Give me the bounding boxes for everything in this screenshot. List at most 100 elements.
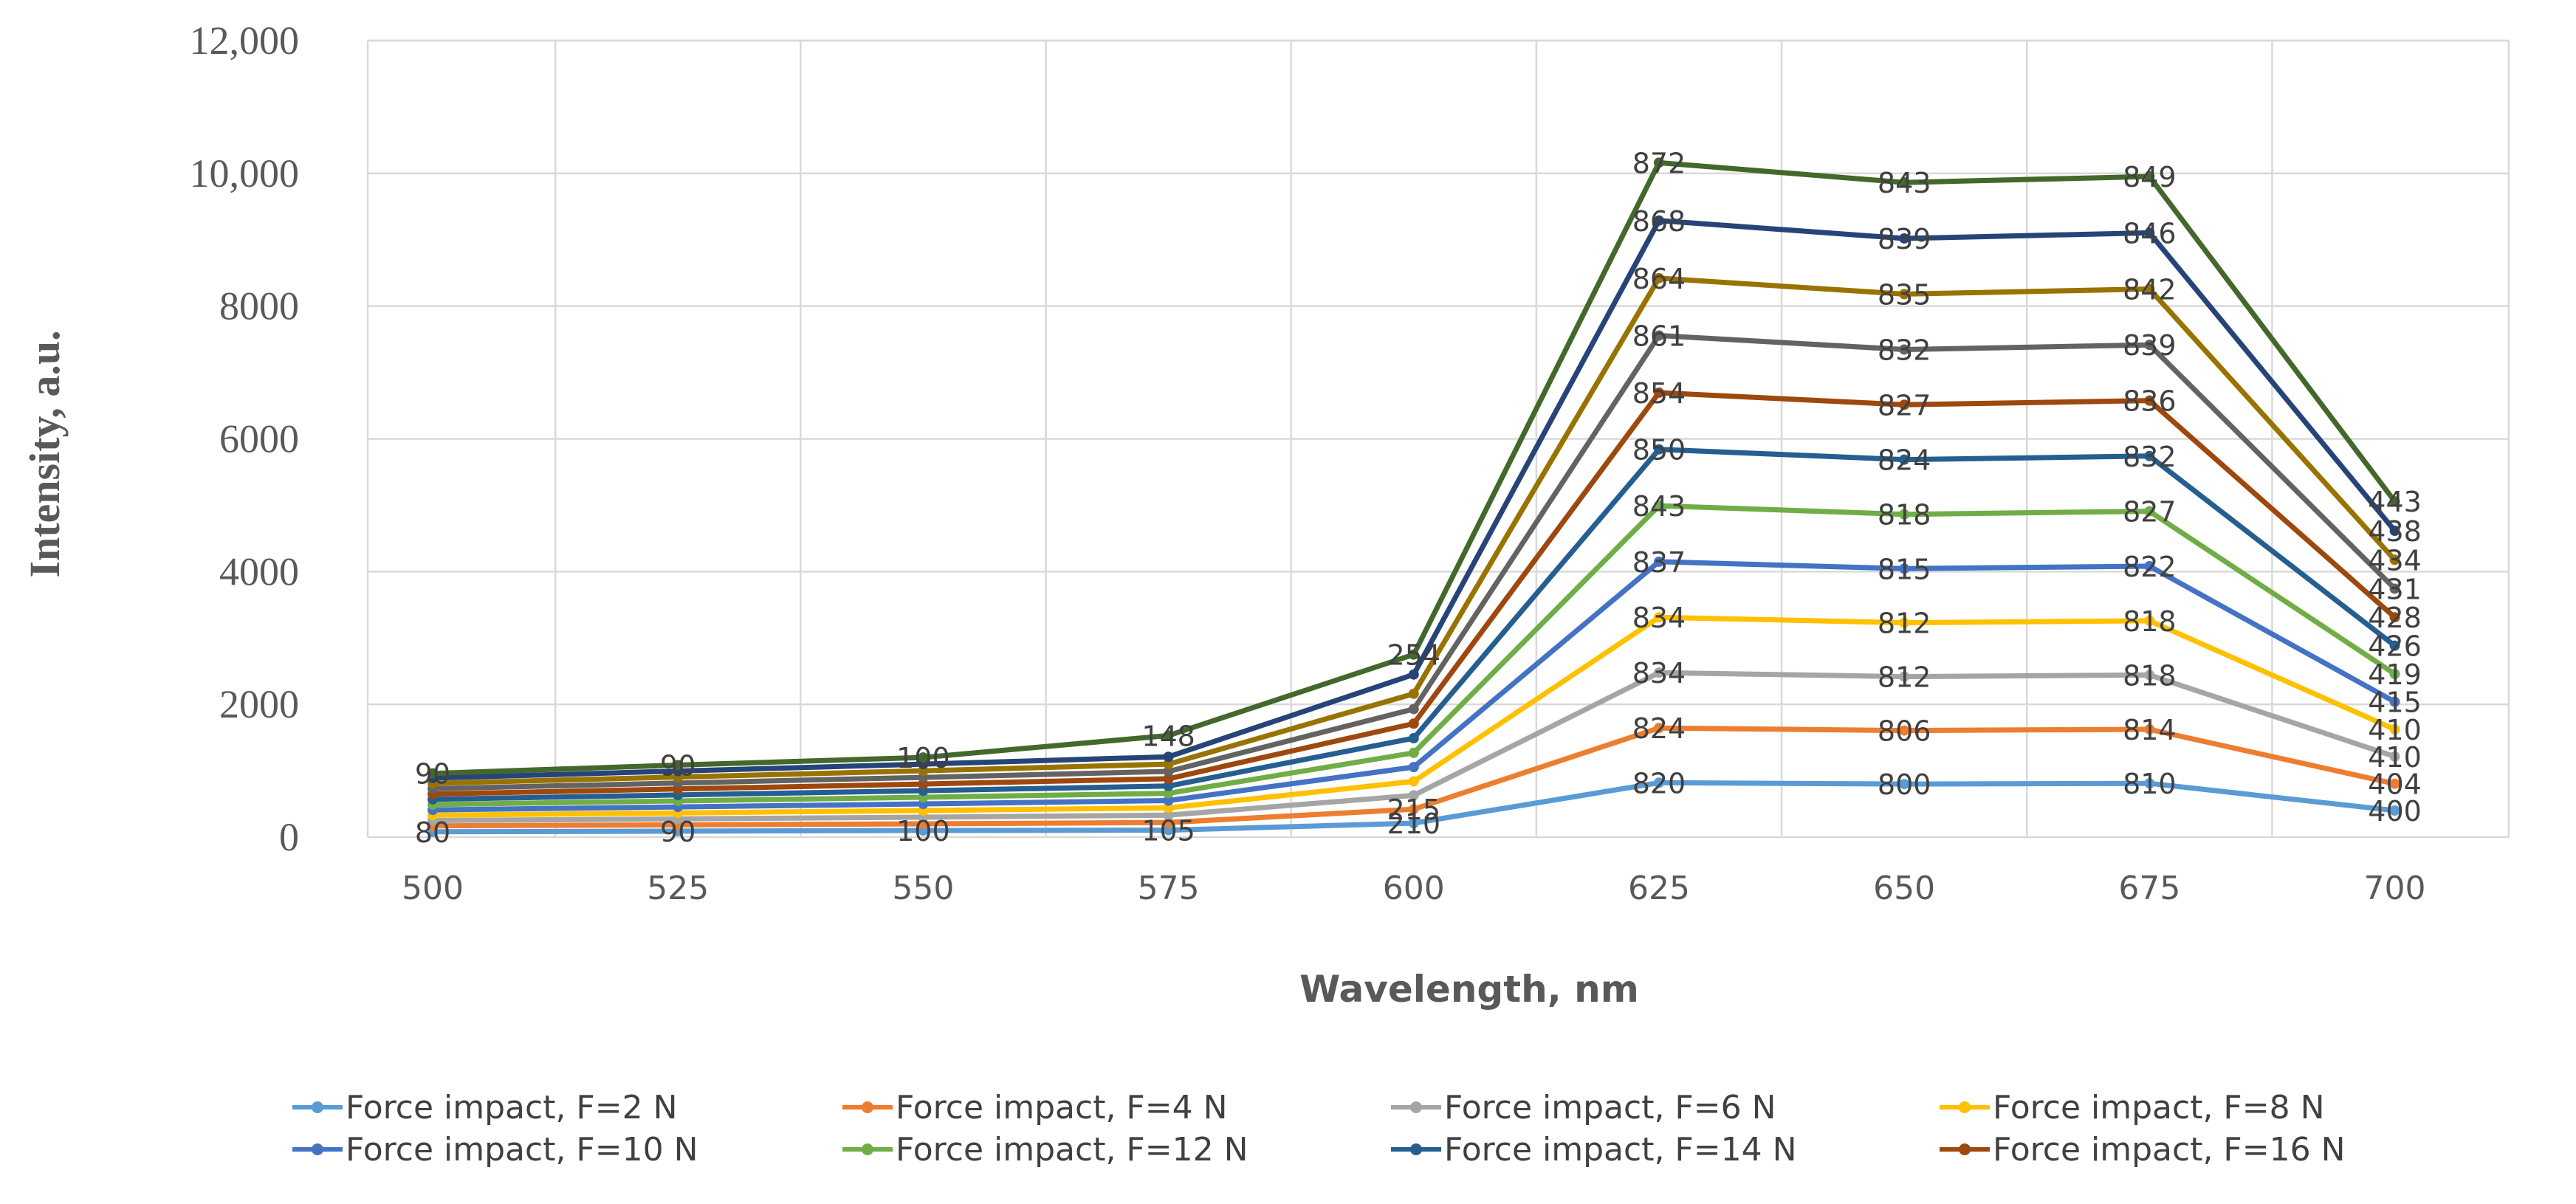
legend-marker bbox=[1410, 1143, 1422, 1155]
data-point bbox=[1163, 759, 1174, 770]
data-point bbox=[2144, 227, 2155, 238]
data-point bbox=[1653, 387, 1664, 398]
legend-entry: Force impact, F=6 N bbox=[1391, 1089, 1776, 1126]
data-label: 419 bbox=[2368, 658, 2422, 691]
data-label: 820 bbox=[1632, 767, 1686, 799]
y-axis-title: Intensity, a.u. bbox=[21, 330, 69, 577]
data-point bbox=[2144, 560, 2155, 571]
data-point bbox=[2389, 640, 2400, 651]
data-label: 400 bbox=[2368, 795, 2422, 828]
y-tick-label: 4000 bbox=[219, 549, 299, 594]
data-label: 818 bbox=[2123, 659, 2177, 692]
data-label: 815 bbox=[1878, 553, 1931, 585]
data-point bbox=[1163, 766, 1174, 777]
data-label: 100 bbox=[896, 815, 950, 847]
x-tick-label: 525 bbox=[647, 870, 709, 907]
data-label: 839 bbox=[2123, 329, 2177, 362]
data-point bbox=[1899, 177, 1910, 188]
data-point bbox=[2389, 723, 2400, 735]
y-tick-label: 6000 bbox=[219, 417, 299, 461]
x-tick-label: 575 bbox=[1138, 870, 1200, 907]
data-label: 215 bbox=[1387, 794, 1441, 826]
data-point bbox=[2144, 395, 2155, 406]
data-point bbox=[2144, 506, 2155, 517]
data-point bbox=[1653, 723, 1664, 734]
legend-marker bbox=[312, 1101, 323, 1113]
data-label: 431 bbox=[2368, 573, 2422, 605]
data-point bbox=[1163, 810, 1174, 821]
data-point bbox=[1163, 802, 1174, 813]
x-tick-label: 675 bbox=[2118, 870, 2180, 907]
data-label: 426 bbox=[2368, 630, 2422, 663]
data-point bbox=[2389, 612, 2400, 623]
data-label: 810 bbox=[2123, 768, 2177, 800]
series-1 bbox=[427, 777, 2400, 837]
data-label: 105 bbox=[1141, 815, 1195, 847]
data-label: 415 bbox=[2368, 687, 2422, 719]
data-label: 827 bbox=[1878, 389, 1931, 422]
data-label: 822 bbox=[2123, 551, 2177, 583]
data-point bbox=[673, 760, 684, 771]
data-point bbox=[1899, 779, 1910, 790]
legend-marker bbox=[1959, 1143, 1971, 1155]
legend-marker bbox=[1410, 1101, 1422, 1113]
legend-marker bbox=[862, 1143, 873, 1155]
data-point bbox=[1408, 718, 1419, 729]
legend-label: Force impact, F=2 N bbox=[346, 1089, 678, 1126]
data-point bbox=[2144, 615, 2155, 626]
data-label: 428 bbox=[2368, 602, 2422, 634]
data-point bbox=[2144, 723, 2155, 735]
data-point bbox=[1899, 233, 1910, 244]
data-point bbox=[1653, 500, 1664, 512]
data-point bbox=[1408, 776, 1419, 787]
legend-marker bbox=[312, 1143, 323, 1155]
legend-marker bbox=[862, 1101, 873, 1113]
data-point bbox=[1653, 556, 1664, 567]
data-point bbox=[1653, 330, 1664, 341]
data-label: 850 bbox=[1632, 434, 1686, 467]
data-label: 837 bbox=[1632, 546, 1686, 579]
data-point bbox=[1408, 669, 1419, 680]
data-point bbox=[2389, 805, 2400, 816]
series-5 bbox=[427, 556, 2400, 816]
x-tick-label: 600 bbox=[1383, 870, 1445, 907]
data-point bbox=[1408, 704, 1419, 715]
data-label: 835 bbox=[1878, 278, 1931, 311]
data-label: 872 bbox=[1632, 147, 1686, 179]
axes: 0 2000 4000 6000 8000 10,000 12,000 500 525 550 57… bbox=[190, 18, 2426, 907]
legend-entry: Force impact, F=4 N bbox=[842, 1089, 1228, 1126]
legend-marker bbox=[1959, 1101, 1971, 1113]
legend-entry: Force impact, F=10 N bbox=[292, 1131, 698, 1169]
data-point bbox=[1408, 733, 1419, 744]
y-tick-label: 0 bbox=[279, 815, 299, 859]
data-point bbox=[1163, 817, 1174, 828]
data-label: 254 bbox=[1387, 639, 1441, 672]
data-label: 404 bbox=[2368, 768, 2422, 801]
data-label: 843 bbox=[1878, 167, 1931, 199]
data-point bbox=[2389, 526, 2400, 537]
legend-label: Force impact, F=8 N bbox=[1993, 1089, 2325, 1126]
legend-entry: Force impact, F=16 N bbox=[1940, 1131, 2346, 1169]
data-point bbox=[2389, 496, 2400, 507]
data-point bbox=[2389, 778, 2400, 789]
data-label: 836 bbox=[2123, 385, 2177, 418]
data-label: 854 bbox=[1632, 377, 1686, 410]
data-point bbox=[1653, 667, 1664, 678]
data-point bbox=[1653, 777, 1664, 788]
data-point bbox=[1163, 788, 1174, 799]
y-tick-label: 12,000 bbox=[190, 18, 300, 63]
legend-label: Force impact, F=4 N bbox=[896, 1089, 1228, 1126]
data-point bbox=[2389, 751, 2400, 762]
data-point bbox=[1899, 671, 1910, 682]
data-label: 80 bbox=[415, 816, 450, 849]
data-label: 824 bbox=[1878, 444, 1931, 477]
legend-label: Force impact, F=16 N bbox=[1993, 1131, 2346, 1169]
data-label: 861 bbox=[1632, 320, 1686, 352]
data-label: 812 bbox=[1878, 608, 1931, 640]
data-label: 90 bbox=[660, 749, 695, 782]
y-tick-label: 8000 bbox=[219, 284, 299, 328]
y-tick-label: 10,000 bbox=[190, 151, 300, 196]
data-point bbox=[1899, 399, 1910, 410]
data-point bbox=[1653, 444, 1664, 455]
x-tick-label: 550 bbox=[892, 870, 954, 907]
